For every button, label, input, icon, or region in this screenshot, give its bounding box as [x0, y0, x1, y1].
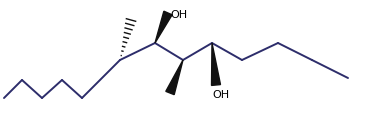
Polygon shape [166, 60, 183, 95]
Text: OH: OH [212, 90, 229, 100]
Polygon shape [212, 43, 220, 85]
Text: OH: OH [170, 10, 187, 20]
Polygon shape [155, 11, 172, 43]
